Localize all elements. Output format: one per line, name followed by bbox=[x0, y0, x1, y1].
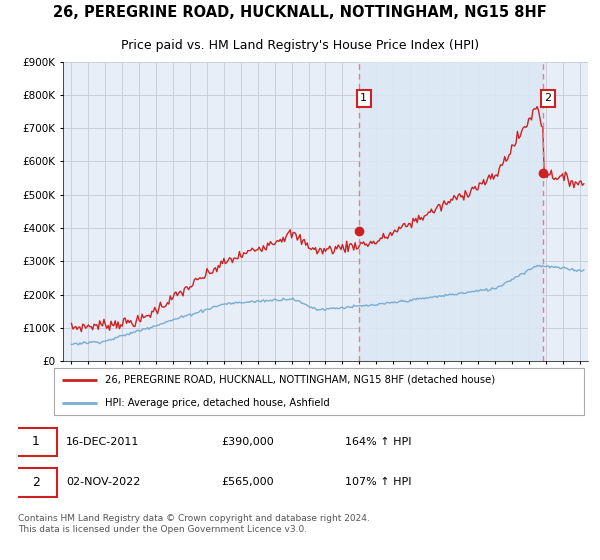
Text: Contains HM Land Registry data © Crown copyright and database right 2024.
This d: Contains HM Land Registry data © Crown c… bbox=[18, 514, 370, 534]
Text: 2: 2 bbox=[32, 476, 40, 489]
Text: 164% ↑ HPI: 164% ↑ HPI bbox=[345, 437, 412, 447]
Text: 16-DEC-2011: 16-DEC-2011 bbox=[66, 437, 139, 447]
Text: 26, PEREGRINE ROAD, HUCKNALL, NOTTINGHAM, NG15 8HF: 26, PEREGRINE ROAD, HUCKNALL, NOTTINGHAM… bbox=[53, 6, 547, 20]
Text: £565,000: £565,000 bbox=[221, 478, 274, 488]
Text: 1: 1 bbox=[360, 93, 367, 103]
Bar bbox=[359, 62, 543, 361]
FancyBboxPatch shape bbox=[53, 368, 584, 415]
Text: 02-NOV-2022: 02-NOV-2022 bbox=[66, 478, 140, 488]
Text: Price paid vs. HM Land Registry's House Price Index (HPI): Price paid vs. HM Land Registry's House … bbox=[121, 39, 479, 53]
Text: 1: 1 bbox=[32, 435, 40, 449]
FancyBboxPatch shape bbox=[15, 428, 58, 456]
Text: 2: 2 bbox=[544, 93, 551, 103]
Text: 107% ↑ HPI: 107% ↑ HPI bbox=[345, 478, 412, 488]
Text: HPI: Average price, detached house, Ashfield: HPI: Average price, detached house, Ashf… bbox=[105, 398, 329, 408]
Text: £390,000: £390,000 bbox=[221, 437, 274, 447]
FancyBboxPatch shape bbox=[15, 468, 58, 497]
Text: 26, PEREGRINE ROAD, HUCKNALL, NOTTINGHAM, NG15 8HF (detached house): 26, PEREGRINE ROAD, HUCKNALL, NOTTINGHAM… bbox=[105, 375, 495, 385]
